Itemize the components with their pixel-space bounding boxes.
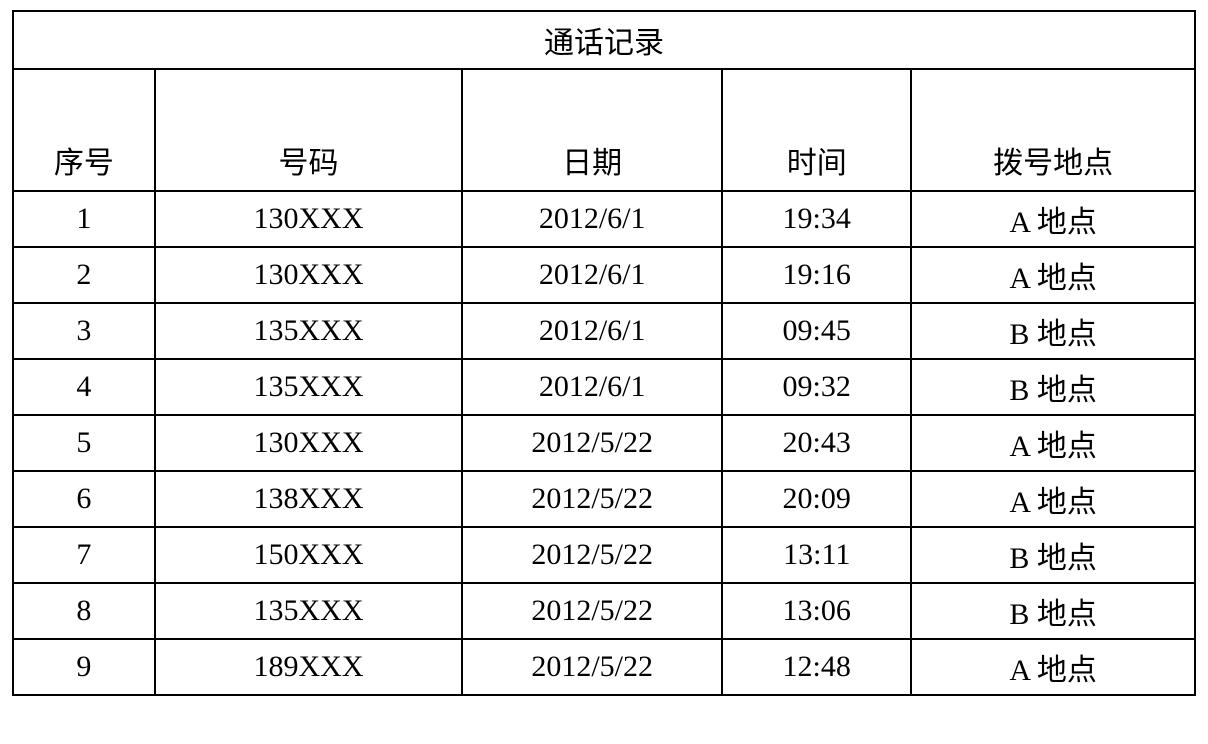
cell-location: A 地点 — [911, 415, 1195, 471]
cell-time: 09:32 — [722, 359, 911, 415]
cell-location: A 地点 — [911, 191, 1195, 247]
col-header-date: 日期 — [462, 69, 722, 191]
table-title: 通话记录 — [13, 11, 1195, 69]
cell-number: 150XXX — [155, 527, 462, 583]
cell-index: 1 — [13, 191, 155, 247]
cell-number: 130XXX — [155, 191, 462, 247]
cell-date: 2012/5/22 — [462, 639, 722, 695]
cell-date: 2012/5/22 — [462, 527, 722, 583]
table-row: 4 135XXX 2012/6/1 09:32 B 地点 — [13, 359, 1195, 415]
table-row: 6 138XXX 2012/5/22 20:09 A 地点 — [13, 471, 1195, 527]
cell-index: 6 — [13, 471, 155, 527]
cell-time: 19:16 — [722, 247, 911, 303]
cell-location: B 地点 — [911, 359, 1195, 415]
cell-number: 130XXX — [155, 247, 462, 303]
table-row: 8 135XXX 2012/5/22 13:06 B 地点 — [13, 583, 1195, 639]
table-row: 2 130XXX 2012/6/1 19:16 A 地点 — [13, 247, 1195, 303]
cell-location: A 地点 — [911, 639, 1195, 695]
cell-date: 2012/5/22 — [462, 583, 722, 639]
cell-time: 13:11 — [722, 527, 911, 583]
cell-date: 2012/6/1 — [462, 191, 722, 247]
header-row: 序号 号码 日期 时间 拨号地点 — [13, 69, 1195, 191]
cell-date: 2012/6/1 — [462, 359, 722, 415]
col-header-number: 号码 — [155, 69, 462, 191]
cell-number: 135XXX — [155, 303, 462, 359]
cell-date: 2012/6/1 — [462, 303, 722, 359]
cell-location: B 地点 — [911, 583, 1195, 639]
cell-time: 12:48 — [722, 639, 911, 695]
table-row: 1 130XXX 2012/6/1 19:34 A 地点 — [13, 191, 1195, 247]
cell-number: 138XXX — [155, 471, 462, 527]
cell-date: 2012/6/1 — [462, 247, 722, 303]
table-row: 9 189XXX 2012/5/22 12:48 A 地点 — [13, 639, 1195, 695]
cell-index: 7 — [13, 527, 155, 583]
cell-index: 9 — [13, 639, 155, 695]
col-header-time: 时间 — [722, 69, 911, 191]
call-log-table: 通话记录 序号 号码 日期 时间 拨号地点 1 130XXX 2012/6/1 … — [12, 10, 1196, 696]
cell-date: 2012/5/22 — [462, 471, 722, 527]
cell-index: 2 — [13, 247, 155, 303]
cell-index: 8 — [13, 583, 155, 639]
col-header-index: 序号 — [13, 69, 155, 191]
cell-number: 135XXX — [155, 359, 462, 415]
cell-location: B 地点 — [911, 527, 1195, 583]
cell-index: 3 — [13, 303, 155, 359]
cell-number: 135XXX — [155, 583, 462, 639]
table-row: 5 130XXX 2012/5/22 20:43 A 地点 — [13, 415, 1195, 471]
cell-time: 09:45 — [722, 303, 911, 359]
cell-time: 20:09 — [722, 471, 911, 527]
cell-time: 20:43 — [722, 415, 911, 471]
cell-number: 130XXX — [155, 415, 462, 471]
cell-time: 19:34 — [722, 191, 911, 247]
cell-location: A 地点 — [911, 471, 1195, 527]
col-header-location: 拨号地点 — [911, 69, 1195, 191]
table-body: 通话记录 序号 号码 日期 时间 拨号地点 1 130XXX 2012/6/1 … — [13, 11, 1195, 695]
title-row: 通话记录 — [13, 11, 1195, 69]
cell-number: 189XXX — [155, 639, 462, 695]
cell-date: 2012/5/22 — [462, 415, 722, 471]
cell-index: 5 — [13, 415, 155, 471]
table-row: 3 135XXX 2012/6/1 09:45 B 地点 — [13, 303, 1195, 359]
cell-location: B 地点 — [911, 303, 1195, 359]
cell-location: A 地点 — [911, 247, 1195, 303]
cell-index: 4 — [13, 359, 155, 415]
table-row: 7 150XXX 2012/5/22 13:11 B 地点 — [13, 527, 1195, 583]
cell-time: 13:06 — [722, 583, 911, 639]
